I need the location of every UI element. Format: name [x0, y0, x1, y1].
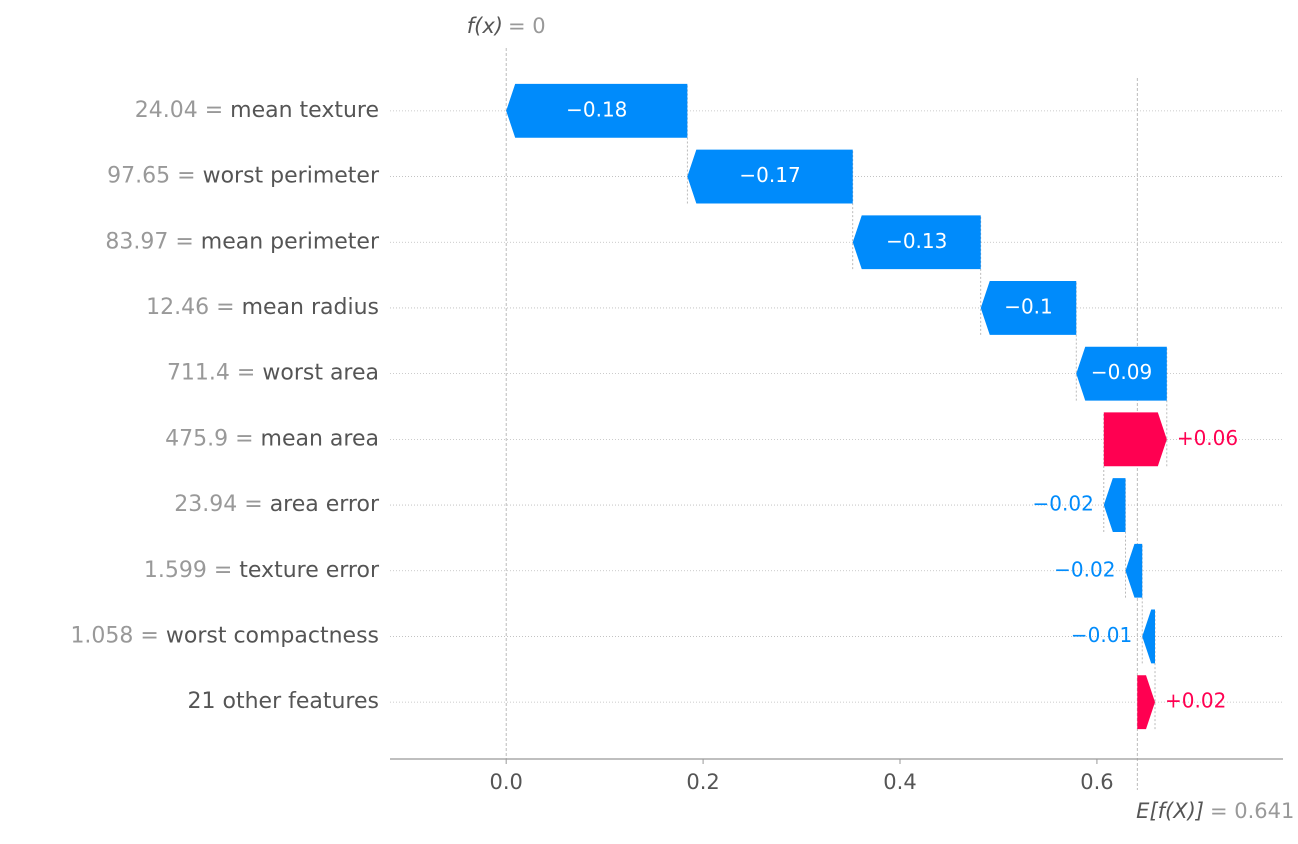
final-value-text: = 0 — [508, 14, 546, 38]
feature-value: 475.9 = — [165, 426, 253, 451]
feature-label: 23.94 = area error — [174, 492, 380, 517]
feature-value: 711.4 = — [167, 361, 255, 386]
final-value-label: f(x) — [467, 14, 503, 38]
feature-name: 21 other features — [188, 689, 379, 714]
value-label: +0.06 — [1177, 426, 1238, 450]
value-label: −0.13 — [886, 229, 947, 253]
value-label: −0.02 — [1033, 492, 1094, 516]
feature-value: 83.97 = — [105, 229, 193, 254]
feature-label: 12.46 = mean radius — [146, 295, 379, 320]
x-tick-label: 0.0 — [489, 770, 522, 794]
feature-name: mean area — [261, 426, 379, 451]
feature-name: mean perimeter — [201, 229, 380, 254]
x-tick-label: 0.2 — [686, 770, 719, 794]
bar — [1125, 543, 1143, 598]
value-label: −0.02 — [1054, 557, 1115, 581]
value-label: −0.01 — [1071, 623, 1132, 647]
feature-value: 1.599 = — [144, 558, 232, 583]
feature-value: 1.058 = — [70, 623, 158, 648]
feature-label: 21 other features — [188, 689, 379, 714]
feature-label: 1.058 = worst compactness — [70, 623, 379, 648]
feature-name: worst area — [262, 361, 379, 386]
feature-label: 97.65 = worst perimeter — [107, 164, 380, 189]
feature-name: worst compactness — [166, 623, 379, 648]
feature-name: mean texture — [230, 98, 379, 123]
feature-name: area error — [270, 492, 380, 517]
value-label: −0.1 — [1004, 294, 1053, 318]
feature-value: 23.94 = — [174, 492, 262, 517]
bar — [1103, 412, 1167, 467]
feature-value: 12.46 = — [146, 295, 234, 320]
value-label: +0.02 — [1165, 689, 1226, 713]
feature-value: 24.04 = — [135, 98, 223, 123]
x-tick-label: 0.4 — [883, 770, 916, 794]
value-label: −0.18 — [566, 97, 627, 121]
bar — [687, 149, 853, 204]
feature-label: 475.9 = mean area — [165, 426, 379, 451]
feature-label: 24.04 = mean texture — [135, 98, 379, 123]
bar — [1103, 478, 1126, 532]
value-label: −0.09 — [1091, 360, 1152, 384]
feature-name: worst perimeter — [203, 164, 380, 189]
feature-value: 97.65 = — [107, 164, 195, 189]
x-tick-label: 0.6 — [1080, 770, 1113, 794]
bar — [1137, 675, 1156, 730]
feature-name: mean radius — [242, 295, 379, 320]
bar — [1076, 346, 1167, 401]
bar — [506, 83, 688, 138]
base-value-label: E[f(X)] — [1136, 799, 1204, 823]
base-value-text: = 0.641 — [1210, 799, 1294, 823]
value-label: −0.17 — [739, 163, 800, 187]
feature-name: texture error — [239, 558, 380, 583]
feature-label: 83.97 = mean perimeter — [105, 229, 380, 254]
feature-label: 711.4 = worst area — [167, 361, 379, 386]
bar — [1142, 609, 1156, 664]
feature-label: 1.599 = texture error — [144, 558, 380, 583]
bar — [980, 281, 1077, 335]
bar — [852, 215, 981, 270]
